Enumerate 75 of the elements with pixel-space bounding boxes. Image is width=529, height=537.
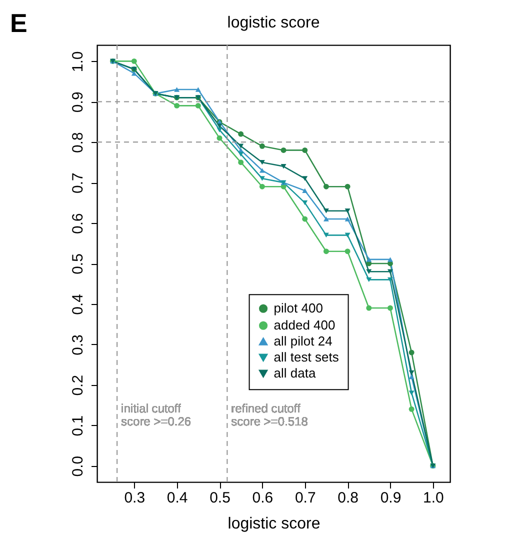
x-tick-label: 0.9 xyxy=(380,490,402,506)
point xyxy=(408,370,414,376)
x-axis-title: logistic score xyxy=(228,516,320,532)
point xyxy=(280,147,286,153)
x-tick-label: 0.7 xyxy=(294,490,316,506)
point xyxy=(216,128,222,132)
legend-label: all test sets xyxy=(274,350,340,365)
point xyxy=(323,248,329,254)
y-tick-label: 0.4 xyxy=(70,294,86,315)
point xyxy=(216,135,222,141)
legend-label: pilot 400 xyxy=(274,300,323,316)
point xyxy=(408,406,414,412)
point xyxy=(366,269,372,274)
point xyxy=(366,277,372,282)
point xyxy=(344,216,350,222)
point xyxy=(344,232,350,238)
x-tick-label: 0.8 xyxy=(338,490,358,506)
y-tick-label: 0.6 xyxy=(70,213,86,234)
x-tick-label: 0.3 xyxy=(124,490,146,506)
point xyxy=(302,176,308,181)
point xyxy=(195,87,201,92)
y-tick-label: 0.1 xyxy=(70,415,86,436)
point xyxy=(238,131,244,137)
point xyxy=(388,269,393,274)
y-tick-label: 0.0 xyxy=(70,456,86,477)
point xyxy=(323,232,329,238)
point xyxy=(408,374,414,380)
point xyxy=(259,168,265,173)
point xyxy=(344,184,350,190)
point xyxy=(302,188,308,194)
point xyxy=(323,208,329,214)
point xyxy=(323,216,329,222)
text: E xyxy=(10,8,28,39)
y-tick-label: 0.3 xyxy=(70,334,86,356)
y-tick-label: 1.0 xyxy=(70,51,86,72)
point xyxy=(238,144,244,149)
ref-line-label: refined cutoff score >=0.518 xyxy=(231,401,308,428)
point xyxy=(174,87,180,92)
point xyxy=(366,257,372,262)
point xyxy=(131,58,137,64)
chart-title: logistic score xyxy=(227,14,320,32)
ref-line-label: initial cutoff score >=0.26 xyxy=(121,401,192,428)
point xyxy=(388,305,393,311)
y-tick-label: 0.2 xyxy=(70,374,86,396)
point xyxy=(323,184,329,190)
point xyxy=(131,70,137,76)
point xyxy=(195,102,201,108)
point xyxy=(408,350,414,356)
y-tick-label: 0.8 xyxy=(70,132,86,154)
point xyxy=(302,216,308,222)
point xyxy=(388,257,393,262)
y-tick-label: 0.7 xyxy=(70,172,86,194)
legend-label: all pilot 24 xyxy=(274,334,332,349)
y-tick-label: 0.9 xyxy=(70,92,86,113)
legend-label: all data xyxy=(274,366,316,381)
point xyxy=(259,184,265,190)
point xyxy=(302,200,308,206)
x-tick-label: 0.5 xyxy=(210,490,230,506)
point xyxy=(366,305,372,311)
point xyxy=(238,160,244,166)
point xyxy=(344,248,350,254)
point xyxy=(174,102,180,108)
point xyxy=(302,147,308,153)
x-tick-label: 0.4 xyxy=(166,490,188,506)
x-tick-label: 1.0 xyxy=(422,490,444,506)
point xyxy=(238,152,244,157)
point xyxy=(259,176,265,181)
legend-label: added 400 xyxy=(274,318,336,333)
point xyxy=(280,164,286,169)
x-tick-label: 0.6 xyxy=(252,490,274,506)
point xyxy=(259,143,265,149)
point xyxy=(216,124,222,128)
point xyxy=(344,208,350,214)
y-tick-label: 0.5 xyxy=(70,254,86,274)
point xyxy=(408,390,414,396)
